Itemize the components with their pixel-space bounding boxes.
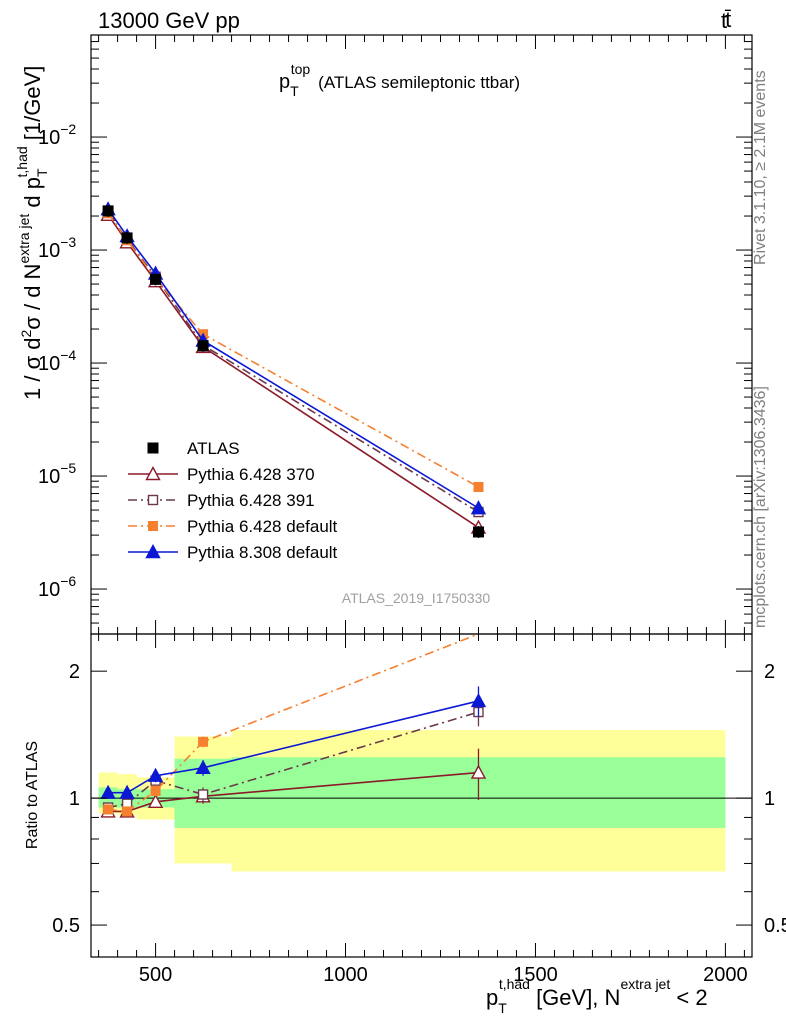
main-y-tick-label: 10−6 — [38, 573, 76, 601]
main-title: pTtop(ATLAS semileptonic ttbar) — [279, 61, 520, 99]
ratio-panel: 0.5 0.5 1 1 2 2 500 1000 1500 2000 Ratio to ATLAS… — [24, 633, 786, 1016]
main-series-pythia-6-428-370 — [100, 206, 487, 534]
legend-label: ATLAS — [187, 439, 240, 458]
main-series-line — [107, 212, 479, 488]
ratio-series — [100, 633, 487, 818]
ratio-point — [100, 784, 116, 799]
ratio-series-pythia-8-308-default — [100, 686, 487, 799]
ratio-point — [103, 804, 114, 815]
ratio-x-tick-label: 2000 — [703, 964, 748, 986]
ratio-uncertainty-bands — [98, 730, 726, 872]
main-ticks — [91, 34, 752, 635]
ratio-y-tick-label-right: 1 — [764, 788, 775, 810]
legend-entry: Pythia 6.428 370 — [128, 465, 315, 484]
main-y-tick-labels: 10−6 10−5 10−4 10−3 10−2 — [38, 121, 76, 601]
ratio-x-tick-label: 500 — [139, 964, 172, 986]
header-collision-label: 13000 GeV pp — [98, 8, 240, 33]
main-y-tick-label: 10−5 — [38, 460, 76, 488]
legend-marker — [145, 544, 161, 559]
header-process-label: tt̄ — [721, 7, 731, 33]
analysis-watermark: ATLAS_2019_I1750330 — [342, 590, 491, 606]
main-series-atlas — [102, 204, 484, 538]
main-y-tick-label: 10−4 — [38, 347, 76, 375]
ratio-x-tick-label: 1000 — [323, 964, 368, 986]
data-point — [102, 205, 114, 217]
legend-label: Pythia 6.428 370 — [187, 465, 315, 484]
ratio-y-tick-label-left: 2 — [69, 661, 80, 683]
mc-point — [473, 481, 484, 492]
data-point — [150, 273, 162, 285]
main-panel: 10−6 10−5 10−4 10−3 10−2 pTtop(ATLAS semilep… — [14, 34, 753, 635]
mcplots-credit-label: mcplots.cern.ch [arXiv:1306.3436] — [752, 386, 769, 628]
ratio-x-tick-label: 1500 — [513, 964, 558, 986]
ratio-x-axis-label: pTt,had [GeV], Nextra jet < 2 — [486, 976, 708, 1016]
ratio-point — [119, 784, 135, 799]
legend: ATLAS Pythia 6.428 370 Pythia 6.428 391 Pyt… — [128, 439, 338, 562]
ratio-y-tick-label-right: 0.5 — [764, 915, 786, 937]
main-series-pythia-6-428-default — [103, 208, 484, 492]
ratio-y-axis-label: Ratio to ATLAS — [24, 741, 41, 849]
main-series-line — [107, 208, 479, 509]
main-series — [100, 201, 487, 538]
ratio-point — [195, 759, 211, 775]
legend-label: Pythia 6.428 default — [187, 517, 338, 536]
mc-point — [470, 500, 487, 515]
ratio-y-tick-label-left: 0.5 — [52, 915, 80, 937]
legend-label: Pythia 6.428 391 — [187, 491, 315, 510]
main-y-axis-label: 1 / σ d2σ / d Nextra jet d pTt,had [1/Ge… — [14, 66, 50, 400]
legend-marker — [148, 521, 158, 531]
legend-marker — [147, 494, 159, 506]
header-process-bar: t̄ — [725, 7, 731, 32]
ratio-series-pythia-6-428-default — [103, 633, 479, 817]
ratio-point — [122, 806, 133, 817]
ratio-point — [470, 692, 487, 708]
ratio-y-tick-label-right: 2 — [764, 661, 775, 683]
ratio-ticks — [91, 634, 752, 957]
ratio-y-tick-label-left: 1 — [69, 788, 80, 810]
rivet-version-label: Rivet 3.1.10, ≥ 2.1M events — [752, 70, 769, 265]
ratio-point — [197, 789, 209, 800]
data-point — [472, 526, 484, 538]
main-y-tick-label: 10−2 — [38, 121, 76, 149]
data-point — [121, 232, 133, 244]
ratio-tick-labels: 0.5 0.5 1 1 2 2 500 1000 1500 2000 — [52, 661, 786, 986]
data-point — [197, 340, 209, 352]
ratio-point — [150, 785, 161, 796]
legend-marker — [147, 442, 159, 454]
legend-entry: Pythia 6.428 default — [128, 517, 338, 536]
ratio-point — [470, 764, 487, 779]
legend-marker — [145, 466, 161, 481]
ratio-point — [198, 736, 209, 747]
legend-label: Pythia 8.308 default — [187, 543, 338, 562]
legend-entry: Pythia 8.308 default — [128, 543, 338, 562]
legend-entry: Pythia 6.428 391 — [128, 491, 315, 510]
legend-entry: ATLAS — [147, 439, 240, 458]
main-y-tick-label: 10−3 — [38, 234, 76, 262]
ratio-point — [147, 767, 164, 782]
ratio-point — [147, 793, 164, 809]
